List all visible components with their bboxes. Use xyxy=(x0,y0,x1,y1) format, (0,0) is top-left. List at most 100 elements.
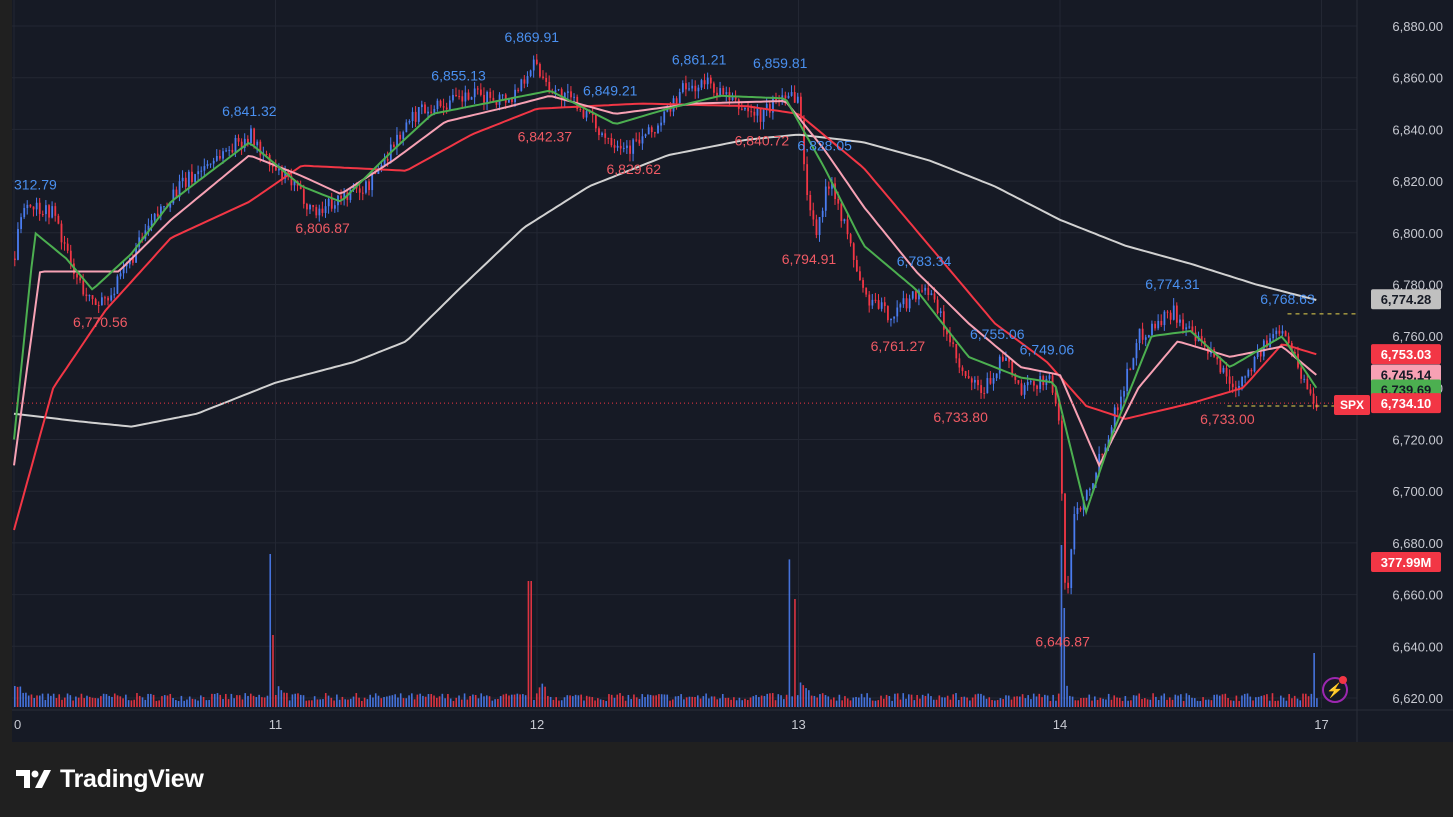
volume-bar xyxy=(1252,700,1254,707)
volume-bar xyxy=(1299,700,1302,707)
candle-body xyxy=(234,137,237,153)
volume-bar xyxy=(724,697,727,707)
ticker-badge: SPX xyxy=(1334,395,1370,415)
candle-body xyxy=(1048,375,1051,379)
volume-bar xyxy=(422,695,424,707)
candle-body xyxy=(1278,330,1281,334)
candle-body xyxy=(1160,320,1163,326)
candle-body xyxy=(69,250,72,264)
candle-body xyxy=(883,302,886,307)
candle-body xyxy=(809,194,812,211)
swing-high-label: 6,855.13 xyxy=(431,67,486,83)
volume-bar xyxy=(588,696,591,707)
volume-bar xyxy=(513,694,516,707)
volume-bar xyxy=(1046,695,1049,707)
volume-bar xyxy=(449,698,452,707)
volume-bar xyxy=(130,700,133,707)
candle-body xyxy=(203,166,206,171)
volume-bar xyxy=(288,700,291,707)
volume-bar xyxy=(1127,700,1129,707)
volume-bar xyxy=(294,693,297,707)
volume-bar xyxy=(1232,700,1235,707)
swing-low-label: 6,806.87 xyxy=(295,220,350,236)
volume-bar xyxy=(758,697,760,707)
volume-bar xyxy=(263,697,266,707)
candle-body xyxy=(1148,335,1150,338)
chart-panel[interactable]: 6,880.00 6,860.00 6,840.00 6,820.00 6,800.00… xyxy=(12,0,1453,742)
candle-body xyxy=(32,206,35,210)
brand-name: TradingView xyxy=(60,764,204,793)
candle-body xyxy=(492,97,495,101)
volume-bar xyxy=(524,695,527,707)
volume-bar xyxy=(44,700,47,707)
volume-bar xyxy=(430,694,433,707)
volume-bar xyxy=(436,697,438,707)
volume-bar xyxy=(649,694,652,707)
swing-high-label: 6,841.32 xyxy=(222,103,277,119)
volume-bar xyxy=(100,696,102,707)
brand-logo[interactable]: TradingView xyxy=(14,764,204,794)
volume-bar xyxy=(102,693,105,707)
swing-high-label: 6,861.21 xyxy=(672,52,727,68)
volume-bar xyxy=(1266,694,1268,707)
candle-body xyxy=(803,119,805,165)
volume-bar xyxy=(433,695,435,707)
candle-body xyxy=(355,187,358,189)
volume-bar xyxy=(858,697,860,707)
volume-bar xyxy=(671,699,674,707)
swing-low-label: 6,770.56 xyxy=(73,314,128,330)
candle-body xyxy=(100,297,103,306)
candle-body xyxy=(302,189,305,204)
volume-bar xyxy=(413,699,416,707)
volume-bar xyxy=(1116,697,1118,707)
volume-bar xyxy=(219,694,222,707)
candle-body xyxy=(703,80,706,85)
candle-body xyxy=(654,132,656,134)
volume-bar xyxy=(994,700,996,707)
swing-low-label: 6,646.87 xyxy=(1035,634,1090,650)
moving-average-mid-line xyxy=(13,95,1317,468)
volume-bar xyxy=(694,697,696,707)
volume-bar xyxy=(716,699,719,707)
volume-bar xyxy=(402,698,405,707)
volume-bar xyxy=(705,693,707,707)
candle-body xyxy=(1303,378,1306,380)
price-axis-badge-text: 6,753.03 xyxy=(1381,347,1432,362)
y-tick-label: 6,800.00 xyxy=(1392,226,1443,241)
volume-bar xyxy=(602,699,605,707)
volume-bar xyxy=(863,697,866,707)
candle-body xyxy=(681,83,684,93)
volume-bar xyxy=(494,699,496,707)
volume-bar xyxy=(369,694,371,707)
candle-body xyxy=(349,189,352,200)
volume-bar xyxy=(38,695,41,707)
volume-bar xyxy=(180,695,183,707)
price-chart[interactable]: 6,880.00 6,860.00 6,840.00 6,820.00 6,800.00… xyxy=(12,0,1453,742)
candle-body xyxy=(806,164,809,195)
candle-body xyxy=(1250,370,1253,372)
candle-body xyxy=(417,107,420,122)
volume-bar xyxy=(624,700,627,707)
candle-body xyxy=(172,189,175,204)
candle-body xyxy=(1020,383,1023,395)
candle-body xyxy=(532,59,535,71)
y-tick-label: 6,880.00 xyxy=(1392,19,1443,34)
lightning-icon[interactable]: ⚡ xyxy=(1322,677,1348,703)
candle-body xyxy=(554,90,557,93)
volume-bar xyxy=(366,699,369,707)
volume-bar xyxy=(699,698,702,707)
volume-bar xyxy=(161,696,163,707)
y-tick-label: 6,620.00 xyxy=(1392,691,1443,706)
volume-bar xyxy=(538,687,541,707)
volume-bar xyxy=(63,697,66,707)
volume-bar xyxy=(1199,700,1202,707)
candle-body xyxy=(607,137,610,139)
candle-body xyxy=(424,104,426,114)
candle-body xyxy=(594,115,597,129)
volume-bar xyxy=(302,695,305,707)
candle-body xyxy=(1129,368,1132,370)
volume-bar xyxy=(1005,695,1007,707)
candle-body xyxy=(150,220,153,226)
candle-body xyxy=(632,139,635,154)
volume-bar xyxy=(713,696,716,707)
